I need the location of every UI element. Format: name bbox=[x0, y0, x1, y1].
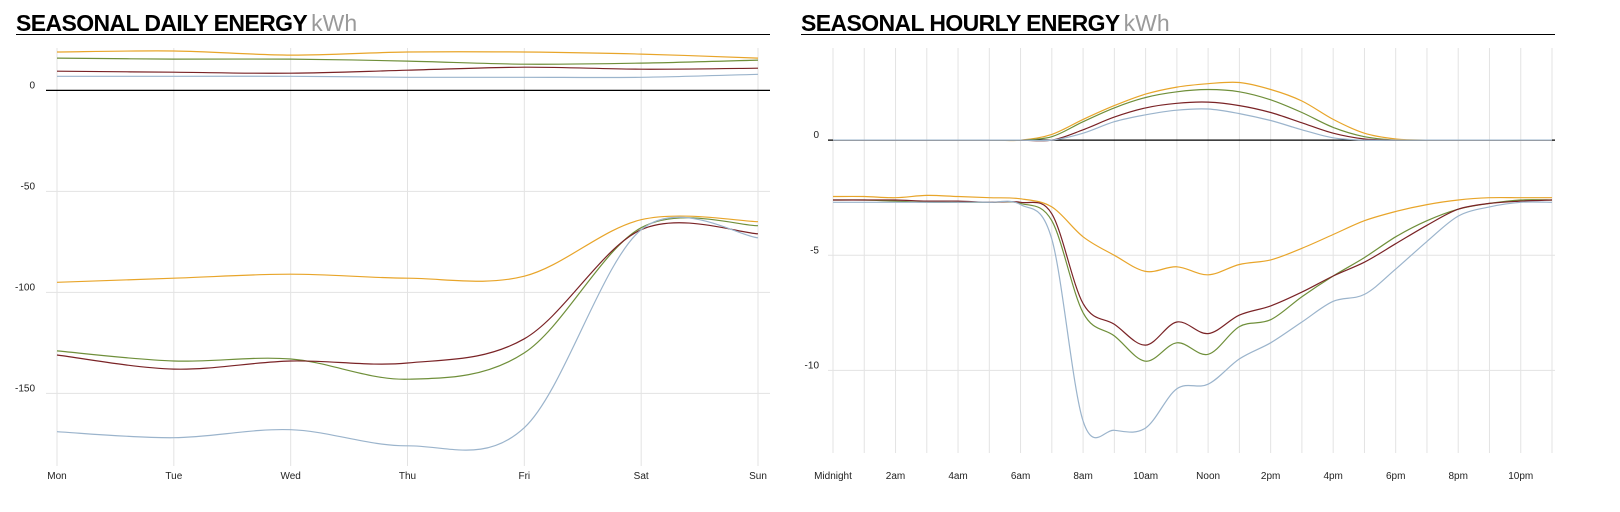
daily-energy-title: SEASONAL DAILY ENERGY bbox=[16, 10, 308, 36]
hourly-xtick-label: 2pm bbox=[1261, 471, 1280, 482]
hourly-xtick-label: 8pm bbox=[1448, 471, 1467, 482]
hourly-series-line bbox=[833, 101, 1552, 142]
daily-xtick-label: Fri bbox=[518, 471, 530, 482]
hourly-ytick-label: -10 bbox=[805, 360, 820, 371]
hourly-energy-chart: 0 -5 -10 Midnight 2am 4am 6am 8am 10am Noon 2pm 4pm… bbox=[805, 48, 1555, 482]
hourly-xtick-label: 2am bbox=[886, 471, 905, 482]
hourly-series-line bbox=[832, 194, 1552, 276]
hourly-xtick-label: 10am bbox=[1133, 471, 1158, 482]
hourly-energy-title: SEASONAL HOURLY ENERGY bbox=[801, 10, 1120, 36]
daily-series-line bbox=[56, 215, 759, 283]
hourly-energy-title-rule bbox=[801, 34, 1555, 35]
hourly-energy-panel: SEASONAL HOURLY ENERGY kWh 0 -5 -10 Midnight… bbox=[801, 0, 1620, 512]
daily-series-line bbox=[56, 216, 759, 451]
daily-energy-title-rule bbox=[16, 34, 770, 35]
hourly-series-line bbox=[833, 81, 1552, 142]
hourly-xtick-label: Noon bbox=[1196, 471, 1220, 482]
hourly-series-line bbox=[832, 200, 1553, 439]
daily-xtick-label: Mon bbox=[47, 471, 66, 482]
daily-xtick-label: Wed bbox=[280, 471, 300, 482]
hourly-xtick-label: Midnight bbox=[814, 471, 852, 482]
daily-ytick-label: -50 bbox=[21, 181, 36, 192]
hourly-xtick-label: 4am bbox=[948, 471, 967, 482]
daily-series-line bbox=[56, 57, 759, 65]
hourly-xtick-label: 4pm bbox=[1323, 471, 1342, 482]
daily-ytick-label: -100 bbox=[15, 282, 35, 293]
hourly-ytick-label: 0 bbox=[813, 130, 819, 141]
hourly-xtick-label: 6am bbox=[1011, 471, 1030, 482]
daily-series-line bbox=[56, 66, 759, 74]
daily-energy-panel: SEASONAL DAILY ENERGY kWh 0 -50 -100 -150 Mon… bbox=[0, 0, 800, 512]
daily-ytick-label: -150 bbox=[15, 383, 35, 394]
daily-series-line bbox=[56, 50, 759, 59]
daily-energy-chart: 0 -50 -100 -150 Mon Tue Wed Thu Fri Sat Sun bbox=[15, 48, 770, 482]
daily-energy-heading: SEASONAL DAILY ENERGY kWh bbox=[16, 8, 357, 42]
daily-energy-unit: kWh bbox=[311, 10, 358, 36]
hourly-xtick-label: 8am bbox=[1073, 471, 1092, 482]
daily-xtick-label: Sun bbox=[749, 471, 767, 482]
daily-ytick-label: 0 bbox=[29, 80, 35, 91]
hourly-series-line bbox=[832, 199, 1553, 362]
daily-series-line bbox=[57, 73, 759, 79]
hourly-series-line bbox=[833, 199, 1553, 346]
daily-xtick-label: Tue bbox=[165, 471, 182, 482]
hourly-xtick-label: 6pm bbox=[1386, 471, 1405, 482]
hourly-ytick-label: -5 bbox=[810, 245, 819, 256]
daily-xtick-label: Sat bbox=[634, 471, 649, 482]
hourly-series-line bbox=[833, 108, 1552, 142]
hourly-series-line bbox=[833, 88, 1552, 141]
daily-series-line bbox=[56, 217, 759, 380]
hourly-energy-unit: kWh bbox=[1123, 10, 1170, 36]
hourly-energy-heading: SEASONAL HOURLY ENERGY kWh bbox=[801, 8, 1170, 42]
daily-xtick-label: Thu bbox=[399, 471, 416, 482]
hourly-xtick-label: 10pm bbox=[1508, 471, 1533, 482]
